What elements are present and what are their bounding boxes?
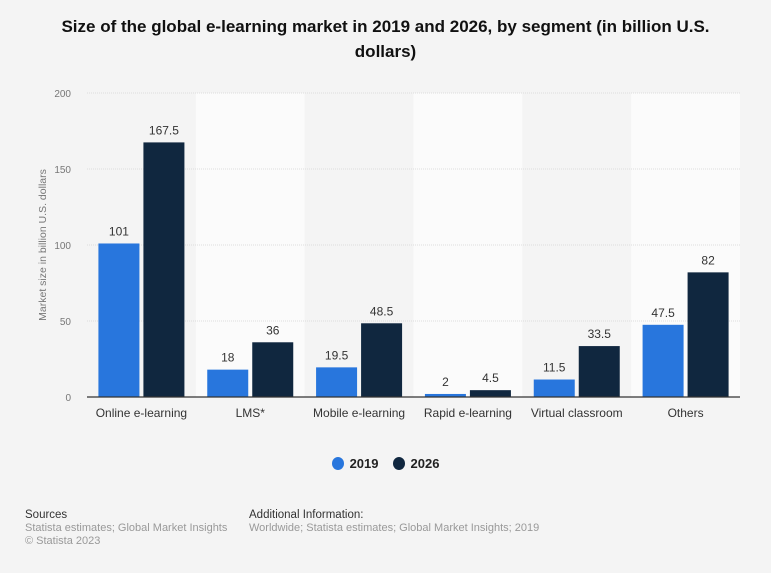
- legend: 2019 2026: [0, 456, 771, 471]
- bar-chart: 0 50 100 150 200 Market size in billion U.S. …: [37, 89, 740, 420]
- sources-heading: Sources: [25, 509, 68, 521]
- data-label: 19.5: [325, 348, 349, 362]
- legend-label: 2026: [410, 456, 440, 471]
- additional-info-block: Additional Information: Worldwide; Stati…: [249, 509, 539, 535]
- sources-text[interactable]: Statista estimates; Global Market Insigh…: [25, 522, 228, 534]
- y-tick-label: 150: [54, 165, 71, 176]
- y-tick-label: 100: [54, 241, 71, 252]
- x-tick-label: Online e-learning: [96, 406, 187, 420]
- y-tick-label: 50: [60, 317, 72, 328]
- data-label: 18: [221, 351, 235, 365]
- legend-swatch-2019: [331, 457, 344, 470]
- additional-heading: Additional Information:: [249, 509, 364, 521]
- x-tick-label: Rapid e-learning: [424, 406, 512, 420]
- x-tick-label: Others: [668, 406, 704, 420]
- data-label: 82: [701, 253, 715, 267]
- sources-block: Sources Statista estimates; Global Marke…: [25, 509, 227, 548]
- bar-2026: [143, 142, 185, 397]
- chart-title: Size of the global e-learning market in …: [61, 17, 710, 61]
- data-label: 101: [109, 224, 129, 238]
- data-label: 2: [442, 375, 449, 389]
- data-label: 167.5: [149, 123, 179, 137]
- data-label: 36: [266, 323, 280, 337]
- bar-2026: [687, 272, 729, 397]
- bar-2019: [424, 393, 466, 397]
- data-label: 4.5: [482, 371, 499, 385]
- legend-label: 2019: [349, 456, 379, 471]
- copyright: © Statista 2023: [25, 535, 101, 547]
- additional-text: Worldwide; Statista estimates; Global Ma…: [249, 522, 540, 534]
- bar-2026: [252, 342, 294, 397]
- bar-2019: [642, 324, 684, 397]
- bar-2026: [469, 390, 511, 397]
- bar-2026: [578, 346, 620, 397]
- y-tick-label: 0: [65, 393, 71, 404]
- y-tick-label: 200: [54, 89, 71, 100]
- x-tick-label: LMS*: [236, 406, 266, 420]
- legend-swatch-2026: [392, 457, 405, 470]
- legend-item-2026[interactable]: 2026: [392, 456, 440, 471]
- data-label: 47.5: [651, 306, 675, 320]
- legend-item-2019[interactable]: 2019: [331, 456, 379, 471]
- data-label: 33.5: [588, 327, 612, 341]
- bar-2019: [207, 369, 249, 397]
- bar-2026: [361, 323, 403, 397]
- bar-2019: [316, 367, 358, 397]
- data-label: 48.5: [370, 304, 394, 318]
- data-label: 11.5: [543, 361, 566, 375]
- x-tick-label: Mobile e-learning: [313, 406, 405, 420]
- bar-2019: [98, 243, 140, 397]
- y-axis-label: Market size in billion U.S. dollars: [37, 169, 49, 321]
- bar-2019: [533, 379, 575, 397]
- x-tick-label: Virtual classroom: [531, 406, 623, 420]
